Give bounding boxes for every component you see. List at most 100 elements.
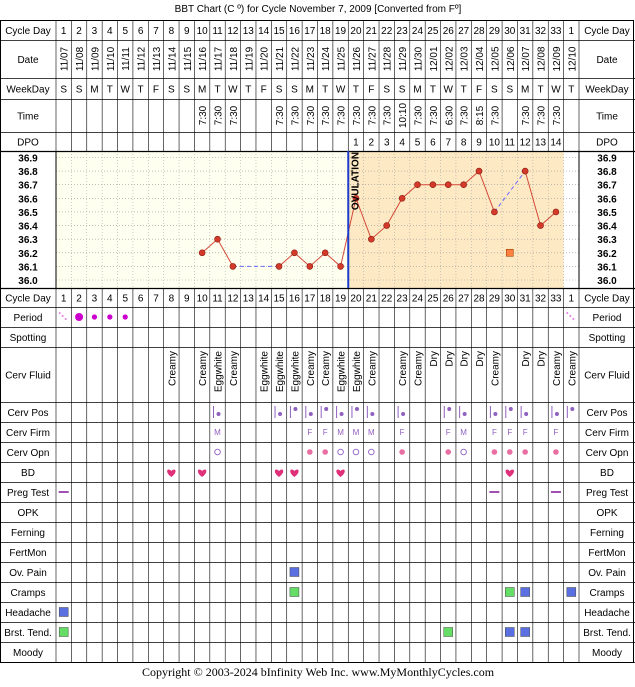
date-label: 12/05 bbox=[490, 46, 501, 71]
cerv-fluid-label: Eggwhite bbox=[275, 351, 286, 393]
row-label-right-weekday: WeekDay bbox=[585, 85, 628, 96]
cerv-pos-dot bbox=[308, 412, 313, 416]
dpo-number: 4 bbox=[399, 138, 405, 149]
cerv-fluid-label: Creamy bbox=[229, 351, 240, 386]
cerv-pos-dot bbox=[524, 412, 529, 416]
cycle-day-number: 3 bbox=[92, 26, 98, 37]
temperature-point bbox=[398, 195, 406, 202]
chart-title: BBT Chart (C º) for Cycle November 7, 20… bbox=[175, 4, 462, 15]
row-label-left-fertmon: FertMon bbox=[9, 548, 46, 559]
cerv-closed-dot bbox=[506, 449, 513, 455]
weekday-label: T bbox=[353, 85, 359, 96]
cycle-day-number: 28 bbox=[473, 26, 485, 37]
cycle-day-number: 26 bbox=[443, 294, 455, 305]
cerv-firm-letter: F bbox=[523, 428, 528, 437]
cerv-fluid-label: Creamy bbox=[398, 351, 409, 386]
date-label: 11/18 bbox=[229, 46, 240, 71]
temperature-point bbox=[521, 167, 529, 175]
weekday-label: S bbox=[291, 85, 298, 96]
cycle-day-number: 29 bbox=[489, 26, 501, 37]
time-label: 7:30 bbox=[490, 105, 501, 125]
cycle-day-number: 30 bbox=[504, 294, 516, 305]
date-label: 11/20 bbox=[260, 46, 271, 71]
weekday-label: S bbox=[491, 85, 498, 96]
cerv-closed-dot bbox=[491, 449, 498, 455]
cycle-day-number: 1 bbox=[569, 26, 575, 37]
cramps-marker bbox=[289, 587, 300, 597]
temperature-point bbox=[444, 181, 452, 189]
weekday-label: W bbox=[228, 85, 238, 96]
time-label: 7:30 bbox=[229, 105, 240, 125]
cerv-pos-dot bbox=[354, 407, 359, 411]
row-label-right-cycle_day: Cycle Day bbox=[584, 294, 630, 305]
y-tick-right: 36.7 bbox=[597, 181, 617, 192]
cycle-day-number: 1 bbox=[61, 294, 67, 305]
temperature-point bbox=[475, 167, 483, 175]
row-label-right-cerv_firm: Cerv Firm bbox=[585, 428, 629, 439]
weekday-label: S bbox=[60, 85, 67, 96]
dpo-number: 14 bbox=[550, 138, 562, 149]
cycle-day-number: 11 bbox=[212, 26, 223, 37]
discarded-temperature-marker bbox=[505, 248, 514, 257]
date-label: 11/19 bbox=[244, 46, 255, 71]
weekday-label: S bbox=[76, 85, 83, 96]
cycle-day-number: 20 bbox=[350, 26, 362, 37]
y-tick-right: 36.1 bbox=[597, 262, 617, 273]
row-label-right-headache: Headache bbox=[584, 608, 630, 619]
dpo-number: 6 bbox=[430, 138, 436, 149]
temperature-gap-dashed-line bbox=[493, 170, 526, 213]
weekday-label: W bbox=[551, 85, 561, 96]
dpo-number: 1 bbox=[353, 138, 359, 149]
dpo-number: 13 bbox=[535, 138, 547, 149]
row-label-right-cycle_day: Cycle Day bbox=[584, 26, 630, 37]
row-label-right-date: Date bbox=[596, 55, 618, 66]
weekday-label: F bbox=[368, 85, 374, 96]
cycle-day-number: 5 bbox=[122, 294, 128, 305]
weekday-label: M bbox=[521, 85, 529, 96]
cerv-fluid-label: Creamy bbox=[306, 351, 317, 386]
y-tick-left: 36.2 bbox=[18, 249, 38, 260]
cycle-day-number: 30 bbox=[504, 26, 516, 37]
time-label: 7:30 bbox=[275, 105, 286, 125]
date-label: 11/30 bbox=[413, 46, 424, 71]
weekday-label: T bbox=[322, 85, 328, 96]
cerv-fluid-label: Creamy bbox=[367, 351, 378, 386]
date-label: 11/15 bbox=[183, 46, 194, 71]
cycle-day-number: 27 bbox=[458, 26, 470, 37]
y-tick-left: 36.1 bbox=[18, 262, 38, 273]
time-label: 10:10 bbox=[398, 103, 409, 128]
cerv-firm-letter: M bbox=[337, 428, 344, 437]
weekday-label: M bbox=[90, 85, 98, 96]
cycle-day-number: 22 bbox=[381, 26, 393, 37]
row-label-right-brst_tend: Brst. Tend. bbox=[583, 628, 631, 639]
cycle-day-number: 6 bbox=[138, 26, 144, 37]
cerv-fluid-label: Creamy bbox=[567, 351, 578, 386]
cycle-day-number: 19 bbox=[335, 294, 347, 305]
cycle-day-number: 29 bbox=[489, 294, 501, 305]
cerv-fluid-label: Eggwhite bbox=[337, 351, 348, 393]
date-label: 11/29 bbox=[398, 46, 409, 71]
date-label: 11/14 bbox=[167, 46, 178, 71]
cycle-day-number: 14 bbox=[258, 26, 270, 37]
bd-heart-icon bbox=[290, 469, 299, 477]
cycle-day-number: 8 bbox=[169, 26, 175, 37]
y-tick-right: 36.5 bbox=[597, 208, 617, 219]
date-label: 12/09 bbox=[552, 46, 563, 71]
temperature-point bbox=[429, 181, 437, 189]
date-label: 12/02 bbox=[444, 46, 455, 71]
row-label-left-ov_pain: Ov. Pain bbox=[9, 568, 47, 579]
dpo-number: 9 bbox=[476, 138, 482, 149]
y-tick-left: 36.8 bbox=[18, 167, 38, 178]
cerv-pos-dot bbox=[216, 412, 221, 416]
weekday-label: F bbox=[153, 85, 159, 96]
cerv-fluid-label: Dry bbox=[521, 351, 532, 367]
time-label: 8:15 bbox=[475, 105, 486, 125]
time-label: 7:30 bbox=[290, 105, 301, 125]
cerv-closed-dot bbox=[399, 449, 405, 455]
weekday-label: T bbox=[430, 85, 436, 96]
cerv-fluid-label: Eggwhite bbox=[290, 351, 301, 393]
bd-heart-icon bbox=[505, 469, 514, 477]
weekday-label: T bbox=[107, 85, 113, 96]
cerv-fluid-label: Creamy bbox=[198, 351, 209, 386]
time-label: 7:30 bbox=[306, 105, 317, 125]
